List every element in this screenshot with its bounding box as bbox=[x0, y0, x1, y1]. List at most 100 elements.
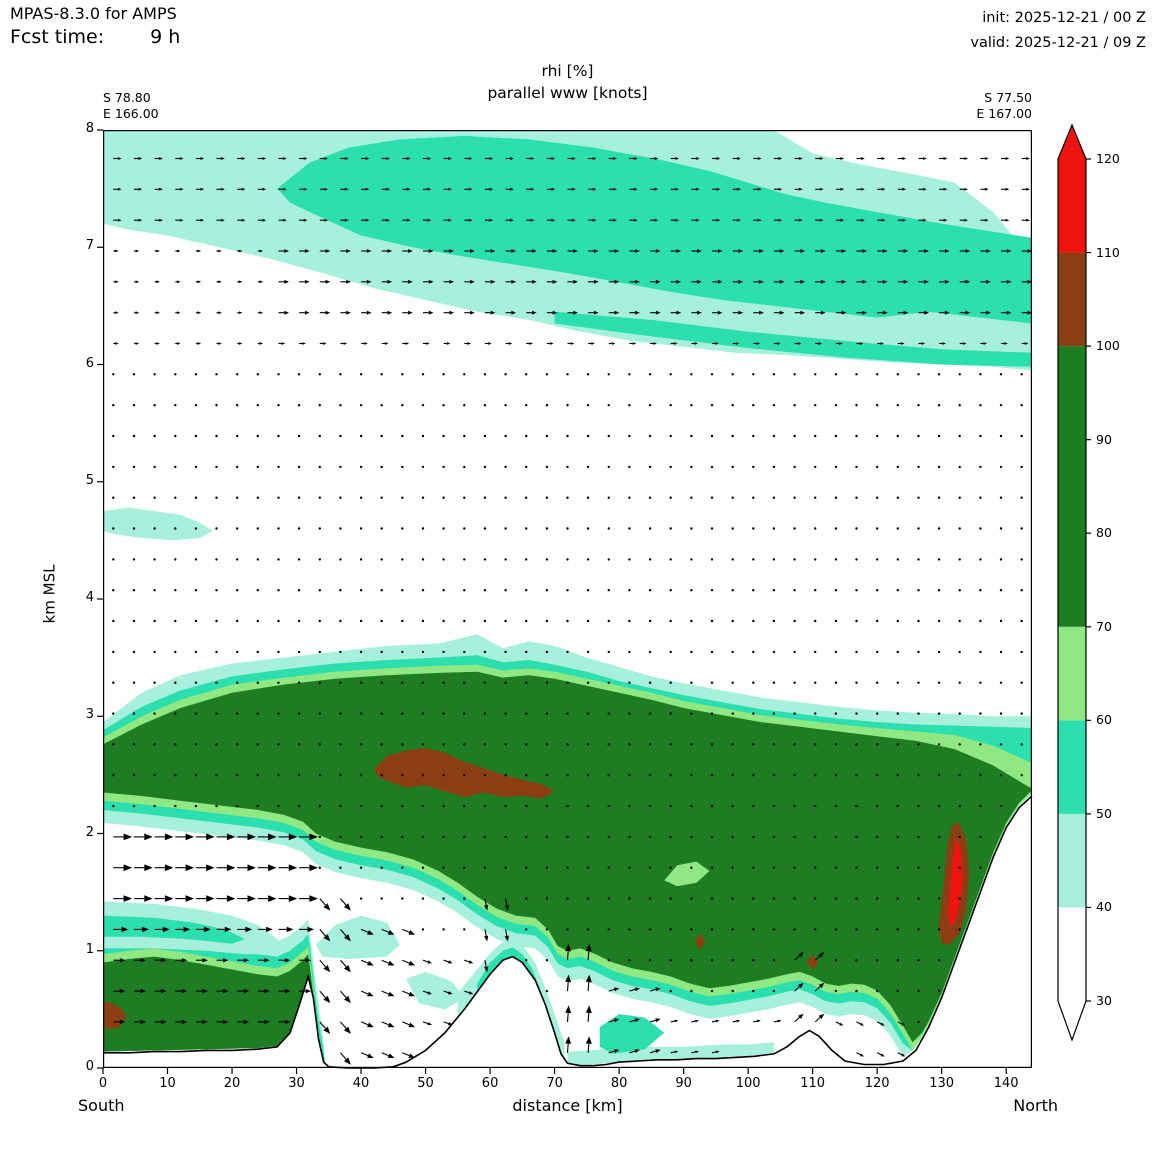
wind-dot bbox=[834, 496, 838, 499]
wind-arrow-head bbox=[448, 1022, 453, 1026]
wind-arrow-shaft bbox=[629, 1019, 636, 1023]
wind-dot bbox=[710, 989, 714, 993]
wind-dot bbox=[958, 589, 961, 592]
wind-dot bbox=[876, 866, 879, 869]
wind-arrow-head bbox=[634, 218, 638, 222]
wind-dot bbox=[648, 804, 652, 808]
wind-dot bbox=[669, 496, 672, 499]
wind-dot bbox=[504, 496, 507, 499]
wind-arrow-head bbox=[135, 280, 140, 284]
wind-dot bbox=[648, 866, 652, 869]
wind-dot bbox=[999, 712, 1003, 715]
wind-arrow-head bbox=[882, 249, 888, 253]
wind-arrow-head bbox=[862, 279, 867, 284]
plot-area bbox=[97, 129, 1033, 1074]
wind-dot bbox=[194, 650, 198, 654]
wind-arrow-head bbox=[115, 280, 119, 284]
wind-dot bbox=[525, 897, 528, 900]
wind-dot bbox=[772, 743, 776, 746]
terrain-fill bbox=[103, 796, 1032, 1068]
wind-dot bbox=[772, 619, 776, 623]
wind-arrow-head bbox=[695, 1019, 699, 1023]
wind-dot bbox=[793, 681, 796, 684]
wind-arrow-shaft bbox=[360, 1052, 369, 1057]
wind-arrow-head bbox=[570, 342, 575, 345]
wind-arrow-head bbox=[737, 218, 741, 222]
wind-arrow-head bbox=[197, 342, 202, 345]
wind-arrow-shaft bbox=[587, 981, 590, 992]
wind-arrow-head bbox=[965, 279, 971, 284]
wind-arrow-head bbox=[325, 279, 331, 284]
wind-arrow-shaft bbox=[897, 1052, 903, 1056]
colorbar-under-arrow bbox=[1058, 1001, 1086, 1040]
wind-arrow-head bbox=[309, 895, 318, 902]
wind-arrow-head bbox=[551, 218, 556, 222]
wind-dot bbox=[710, 928, 714, 931]
wind-dot bbox=[421, 496, 425, 499]
wind-arrow-head bbox=[161, 1019, 167, 1025]
wind-arrow-head bbox=[283, 187, 287, 191]
wind-arrow-head bbox=[921, 342, 926, 345]
wind-dot bbox=[132, 589, 136, 592]
wind-dot bbox=[359, 465, 363, 469]
wind-arrow-head bbox=[386, 157, 390, 160]
wind-dot bbox=[876, 743, 879, 746]
wind-arrow-shaft bbox=[402, 928, 410, 933]
wind-arrow-head bbox=[943, 157, 948, 160]
wind-arrow-head bbox=[164, 833, 174, 841]
wind-arrow-head bbox=[552, 310, 558, 315]
wind-arrow-head bbox=[185, 833, 194, 841]
wind-dot bbox=[566, 404, 569, 407]
wind-dot bbox=[958, 928, 961, 931]
wind-dot bbox=[442, 527, 445, 530]
wind-dot bbox=[442, 804, 445, 808]
wind-arrow-head bbox=[964, 157, 968, 160]
wind-dot bbox=[958, 527, 961, 530]
wind-dot bbox=[628, 496, 631, 499]
wind-dot bbox=[112, 373, 115, 376]
plot-title-field: rhi [%] bbox=[541, 62, 594, 80]
wind-dot bbox=[463, 558, 466, 561]
plot-title-vectors: parallel www [knots] bbox=[487, 84, 648, 103]
wind-dot bbox=[194, 619, 198, 623]
wind-dot bbox=[814, 434, 817, 438]
wind-arrow-head bbox=[757, 1019, 761, 1023]
wind-arrow-head bbox=[674, 342, 678, 345]
wind-dot bbox=[710, 866, 714, 869]
wind-dot bbox=[648, 743, 652, 746]
wind-dot bbox=[958, 619, 961, 623]
wind-arrow-head bbox=[654, 187, 659, 191]
wind-arrow-head bbox=[156, 249, 160, 253]
wind-dot bbox=[359, 774, 363, 777]
wind-dot bbox=[999, 527, 1003, 530]
wind-dot bbox=[896, 959, 899, 962]
wind-dot bbox=[174, 712, 177, 715]
wind-dot bbox=[917, 434, 920, 438]
wind-dot bbox=[607, 650, 610, 654]
wind-dot bbox=[710, 558, 714, 561]
wind-arrow-head bbox=[881, 187, 886, 191]
wind-arrow-head bbox=[197, 249, 202, 253]
wind-dot bbox=[256, 743, 259, 746]
contour-fill-main bbox=[103, 634, 1032, 1066]
wind-dot bbox=[401, 774, 404, 777]
wind-dot bbox=[752, 404, 755, 407]
wind-dot bbox=[586, 373, 590, 376]
wind-dot bbox=[194, 527, 198, 530]
wind-dot bbox=[648, 650, 652, 654]
header-left: MPAS-8.3.0 for AMPS Fcst time: 9 h bbox=[10, 4, 180, 48]
terrain-line bbox=[103, 795, 1033, 1069]
wind-arrow-head bbox=[323, 903, 331, 911]
wind-arrow-shaft bbox=[319, 929, 326, 937]
wind-arrow-shaft bbox=[319, 1021, 326, 1029]
wind-arrow-head bbox=[489, 187, 494, 191]
wind-dot bbox=[277, 650, 280, 654]
colorbar-tick-label: 100 bbox=[1096, 338, 1120, 354]
y-tick-label: 7 bbox=[85, 238, 94, 254]
wind-arrow-head bbox=[185, 864, 194, 872]
wind-arrow-head bbox=[159, 218, 163, 222]
wind-dot bbox=[855, 897, 858, 900]
wind-arrow-head bbox=[406, 157, 411, 160]
wind-arrow-shaft bbox=[566, 981, 569, 992]
wind-arrow-head bbox=[800, 249, 806, 253]
